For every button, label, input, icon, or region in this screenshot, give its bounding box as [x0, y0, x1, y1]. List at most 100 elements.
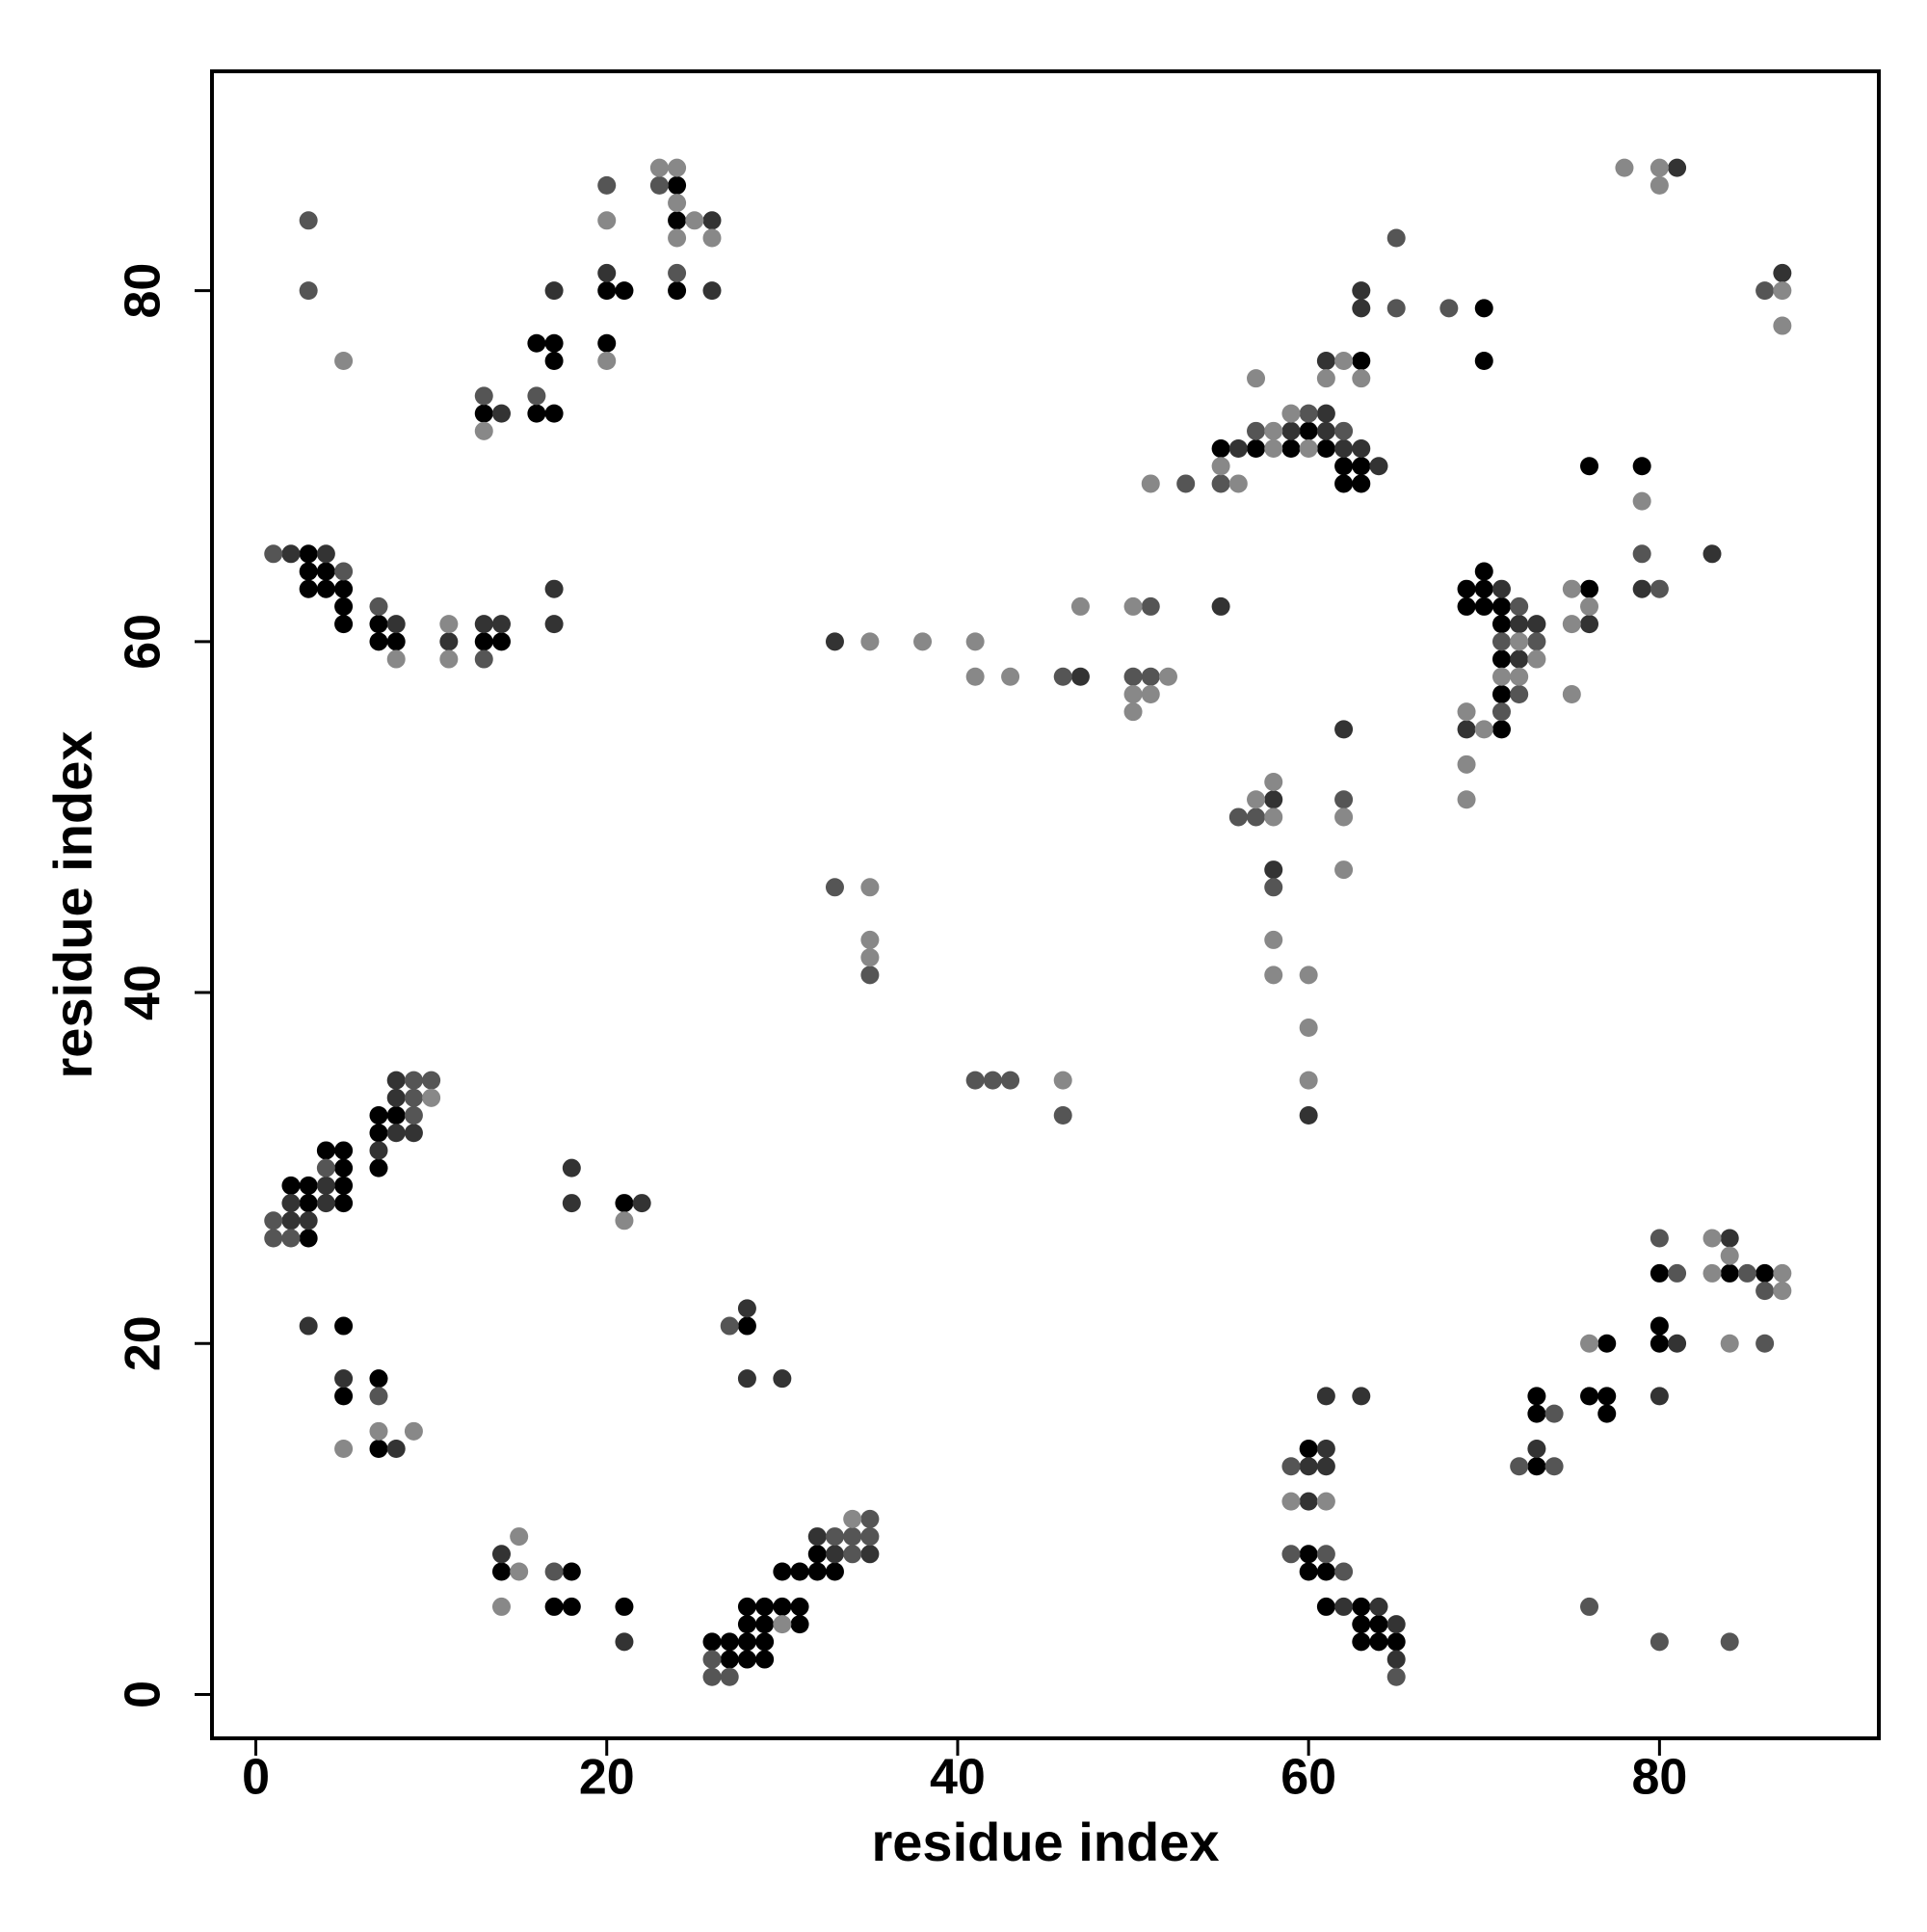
contact-point — [1264, 439, 1283, 459]
contact-point — [1281, 421, 1301, 440]
contact-point — [527, 386, 546, 406]
contact-point — [965, 1071, 985, 1090]
contact-point — [860, 632, 880, 651]
contact-point — [1510, 596, 1529, 616]
y-tick-label: 60 — [116, 614, 172, 670]
contact-point — [1474, 596, 1493, 616]
contact-point — [544, 404, 564, 423]
contact-point — [668, 281, 687, 301]
contact-point — [1755, 281, 1775, 301]
contact-point — [1299, 1440, 1318, 1459]
contact-point — [527, 333, 546, 353]
contact-point — [1650, 1263, 1669, 1283]
contact-point — [860, 930, 880, 949]
contact-point — [1141, 667, 1160, 686]
contact-point — [1773, 316, 1792, 335]
contact-point — [264, 544, 283, 564]
contact-point — [843, 1527, 862, 1547]
contact-point — [1264, 773, 1283, 792]
contact-point — [1386, 1615, 1406, 1634]
contact-point — [1562, 684, 1581, 703]
contact-point — [1755, 1334, 1775, 1353]
contact-point — [1264, 807, 1283, 827]
contact-point — [334, 1316, 354, 1336]
contact-point — [1281, 1492, 1301, 1511]
contact-point — [597, 281, 617, 301]
contact-point — [1299, 1018, 1318, 1037]
contact-point — [1650, 1632, 1669, 1652]
contact-point — [913, 632, 933, 651]
contact-point — [1247, 421, 1266, 440]
contact-point — [702, 281, 722, 301]
contact-point — [668, 194, 687, 213]
contact-point — [439, 649, 459, 669]
contact-point — [1632, 491, 1651, 511]
contact-point — [1597, 1404, 1617, 1423]
contact-point — [632, 1194, 651, 1213]
contact-point — [1527, 1404, 1546, 1423]
contact-point — [1474, 562, 1493, 581]
contact-point — [1228, 439, 1248, 459]
contact-point — [1264, 966, 1283, 985]
y-axis-label: residue index — [42, 730, 103, 1078]
contact-point — [1703, 1229, 1722, 1248]
contact-point — [1386, 1667, 1406, 1686]
contact-point — [1053, 1071, 1072, 1090]
contact-point — [1352, 1597, 1371, 1616]
contact-point — [1369, 1597, 1388, 1616]
contact-point — [369, 1124, 388, 1143]
contact-point — [649, 158, 669, 177]
contact-point — [299, 211, 318, 230]
contact-point — [1580, 1597, 1599, 1616]
contact-point — [668, 228, 687, 248]
contact-point — [299, 1229, 318, 1248]
contact-point — [1562, 579, 1581, 598]
contact-point — [369, 1158, 388, 1178]
contact-point — [369, 1369, 388, 1389]
contact-point — [264, 1229, 283, 1248]
contact-point — [1247, 369, 1266, 388]
contact-point — [386, 632, 406, 651]
contact-point — [1720, 1263, 1739, 1283]
contact-point — [1650, 1229, 1669, 1248]
contact-point — [1703, 544, 1722, 564]
contact-point — [334, 596, 354, 616]
contact-point — [334, 615, 354, 634]
contact-point — [702, 1632, 722, 1652]
contact-point — [1316, 1492, 1335, 1511]
contact-point — [1597, 1387, 1617, 1406]
contact-point — [1457, 596, 1476, 616]
contact-point — [737, 1632, 756, 1652]
contact-point — [1650, 158, 1669, 177]
contact-point — [1141, 684, 1160, 703]
contact-point — [1001, 1071, 1020, 1090]
contact-point — [1053, 1106, 1072, 1125]
contact-point — [544, 351, 564, 370]
contact-point — [1737, 1263, 1756, 1283]
contact-point — [439, 632, 459, 651]
contact-point — [474, 615, 493, 634]
contact-point — [510, 1562, 529, 1581]
contact-point — [1123, 596, 1143, 616]
contact-point — [1299, 1106, 1318, 1125]
contact-point — [755, 1615, 775, 1634]
contact-point — [1650, 1334, 1669, 1353]
contact-point — [1316, 421, 1335, 440]
contact-point — [1650, 1316, 1669, 1336]
contact-point — [334, 562, 354, 581]
contact-point — [1632, 544, 1651, 564]
contact-point — [860, 948, 880, 967]
contact-point — [702, 211, 722, 230]
y-tick-label: 20 — [116, 1315, 172, 1371]
contact-point — [299, 1194, 318, 1213]
contact-point — [790, 1597, 809, 1616]
contact-point — [316, 1141, 335, 1160]
contact-point — [386, 1124, 406, 1143]
contact-point — [1334, 474, 1354, 493]
contact-point — [1491, 702, 1511, 722]
contact-point — [983, 1071, 1002, 1090]
contact-point — [755, 1650, 775, 1669]
contact-point — [1580, 1387, 1599, 1406]
contact-point — [1264, 878, 1283, 897]
